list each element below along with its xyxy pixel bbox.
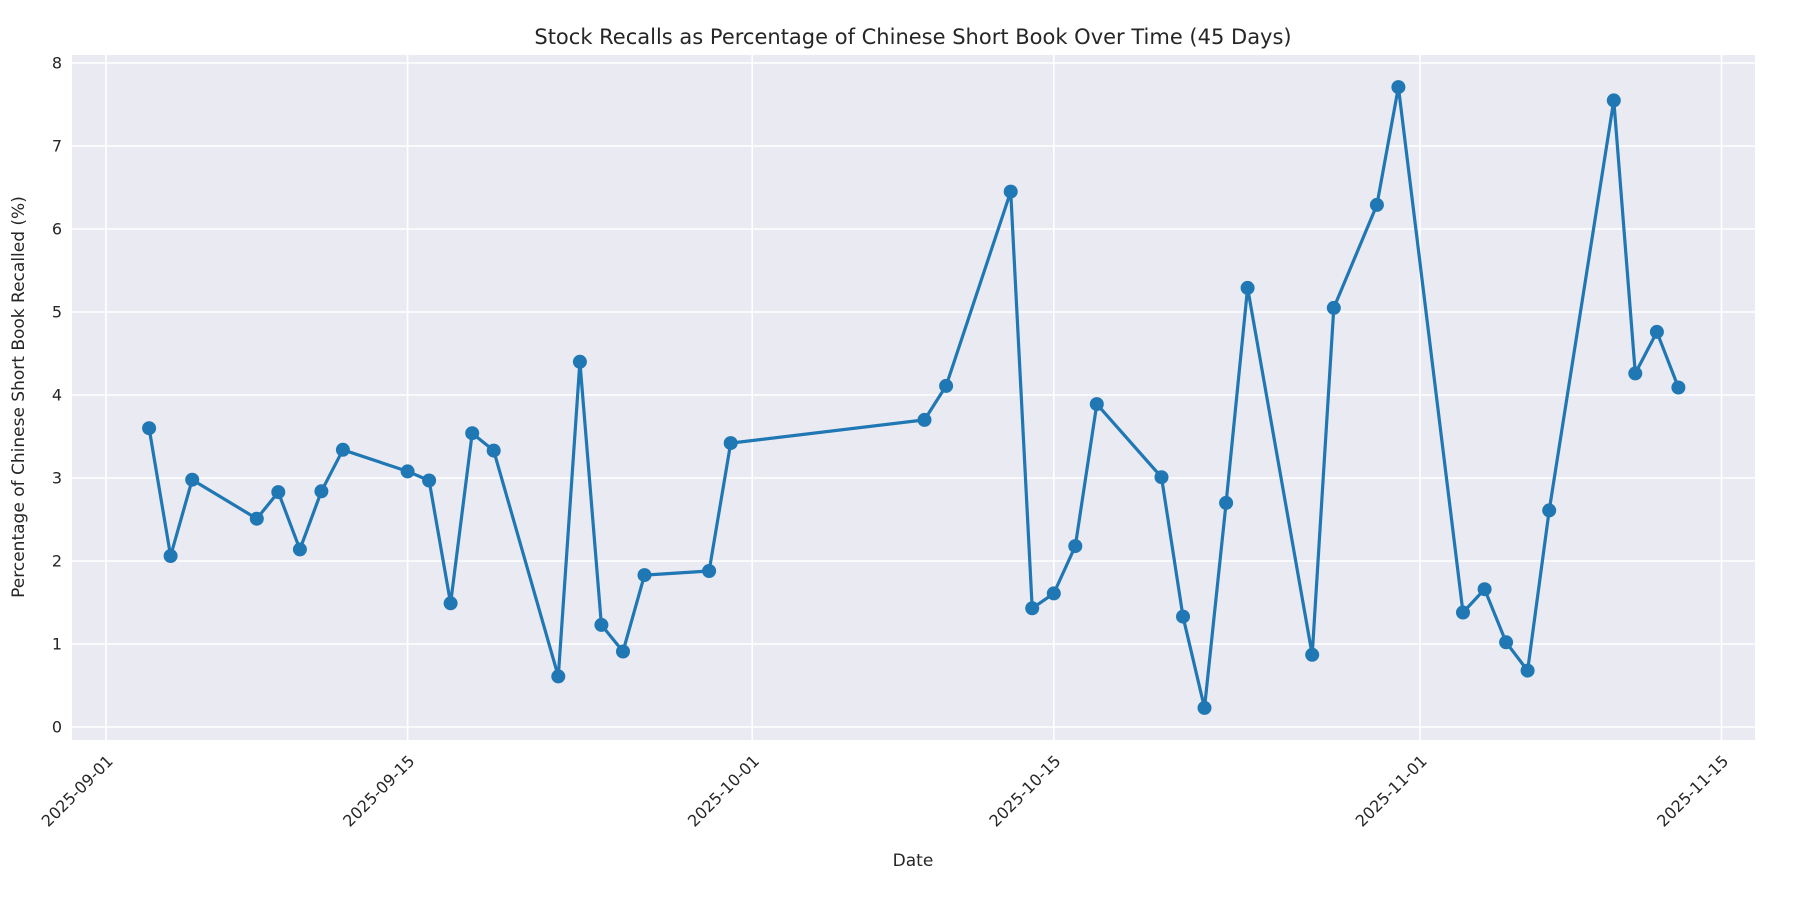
y-tick-label: 3 — [52, 469, 62, 488]
data-point — [723, 436, 738, 451]
data-point — [1520, 663, 1535, 678]
data-point — [1606, 93, 1621, 108]
data-point — [1499, 635, 1514, 650]
data-point — [1089, 397, 1104, 412]
data-point — [551, 669, 566, 684]
data-point — [1649, 324, 1664, 339]
data-point — [1154, 470, 1169, 485]
data-point — [917, 412, 932, 427]
data-point — [1391, 80, 1406, 95]
data-point — [486, 443, 501, 458]
y-tick-label: 6 — [52, 220, 62, 239]
y-tick-label: 4 — [52, 386, 62, 405]
data-point — [314, 484, 329, 499]
data-point — [1305, 647, 1320, 662]
data-point — [616, 644, 630, 659]
data-point — [1176, 609, 1190, 624]
data-point — [271, 485, 286, 500]
y-tick-label: 2 — [52, 552, 62, 571]
x-tick-label: 2025-09-15 — [339, 751, 418, 830]
y-tick-label: 7 — [52, 137, 62, 156]
data-point — [594, 617, 609, 632]
data-point — [400, 464, 415, 479]
data-point — [1369, 197, 1384, 212]
data-point — [1046, 586, 1061, 601]
y-tick-label: 0 — [52, 718, 62, 737]
x-tick-labels: 2025-09-01 2025-09-15 2025-10-01 2025-10-15… — [38, 751, 1733, 830]
data-point — [1628, 366, 1643, 381]
data-point — [1456, 605, 1470, 620]
data-point — [1197, 700, 1212, 715]
data-point — [335, 442, 350, 457]
data-point — [1219, 495, 1234, 510]
y-tick-labels: 0 1 2 3 4 5 6 7 8 — [52, 54, 62, 737]
x-tick-label: 2025-10-01 — [684, 751, 763, 830]
data-point — [1003, 184, 1018, 199]
y-tick-label: 1 — [52, 635, 62, 654]
data-point — [1240, 280, 1255, 295]
data-point — [939, 378, 954, 393]
x-tick-label: 2025-09-01 — [38, 751, 117, 830]
data-point — [443, 596, 458, 611]
x-tick-label: 2025-10-15 — [985, 751, 1064, 830]
y-tick-label: 8 — [52, 54, 62, 73]
data-point — [1068, 539, 1083, 554]
data-point — [1671, 380, 1686, 395]
x-tick-label: 2025-11-15 — [1653, 751, 1732, 830]
data-point — [572, 354, 587, 369]
data-point — [1542, 503, 1557, 518]
y-axis-label: Percentage of Chinese Short Book Recalle… — [9, 196, 29, 598]
data-point — [249, 511, 264, 526]
data-point — [1326, 300, 1341, 315]
data-point — [422, 473, 437, 488]
gridlines — [72, 55, 1755, 740]
data-point — [702, 564, 717, 578]
data-point — [465, 426, 480, 441]
y-tick-label: 5 — [52, 303, 62, 322]
data-point — [1477, 582, 1492, 597]
x-tick-label: 2025-11-01 — [1352, 751, 1431, 830]
data-point — [163, 549, 178, 563]
chart-title: Stock Recalls as Percentage of Chinese S… — [534, 25, 1291, 49]
plot-area — [72, 55, 1755, 740]
data-point — [185, 472, 200, 487]
data-point — [1025, 601, 1040, 616]
data-series — [142, 80, 1686, 715]
data-point — [142, 421, 157, 436]
x-axis-label: Date — [893, 851, 934, 871]
data-point — [637, 568, 652, 583]
data-point — [292, 542, 307, 557]
